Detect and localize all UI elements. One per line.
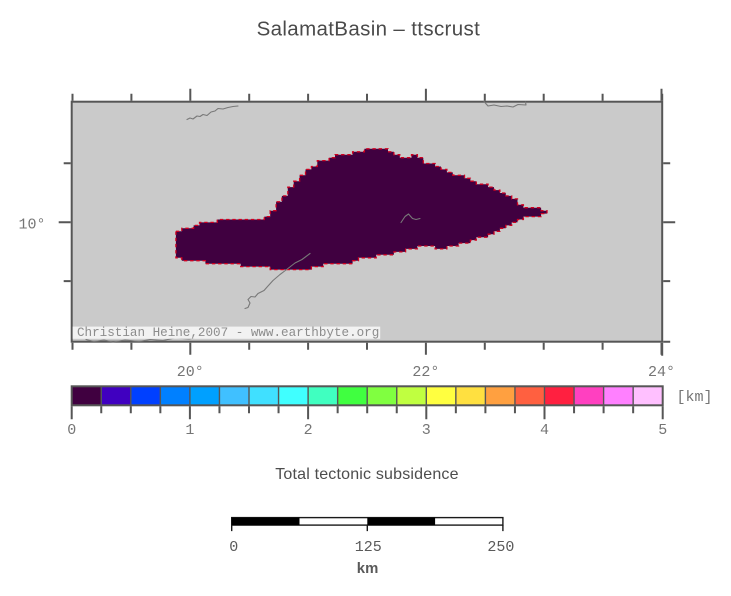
svg-text:3: 3 bbox=[422, 422, 431, 439]
svg-text:[km]: [km] bbox=[677, 389, 713, 406]
svg-text:24°: 24° bbox=[648, 364, 675, 381]
svg-text:0: 0 bbox=[67, 422, 76, 439]
svg-text:4: 4 bbox=[540, 422, 549, 439]
svg-text:20°: 20° bbox=[177, 364, 204, 381]
svg-text:km: km bbox=[357, 560, 379, 577]
svg-text:125: 125 bbox=[355, 539, 382, 556]
svg-text:0: 0 bbox=[229, 539, 238, 556]
svg-text:2: 2 bbox=[304, 422, 313, 439]
svg-text:1: 1 bbox=[185, 422, 194, 439]
svg-text:10°: 10° bbox=[18, 217, 45, 234]
svg-text:Christian Heine,2007 - www.ear: Christian Heine,2007 - www.earthbyte.org bbox=[77, 326, 379, 340]
svg-text:22°: 22° bbox=[412, 364, 439, 381]
svg-text:250: 250 bbox=[487, 539, 514, 556]
svg-text:Total tectonic subsidence: Total tectonic subsidence bbox=[275, 466, 458, 483]
svg-text:SalamatBasin – ttscrust: SalamatBasin – ttscrust bbox=[257, 18, 480, 41]
svg-text:5: 5 bbox=[658, 422, 667, 439]
